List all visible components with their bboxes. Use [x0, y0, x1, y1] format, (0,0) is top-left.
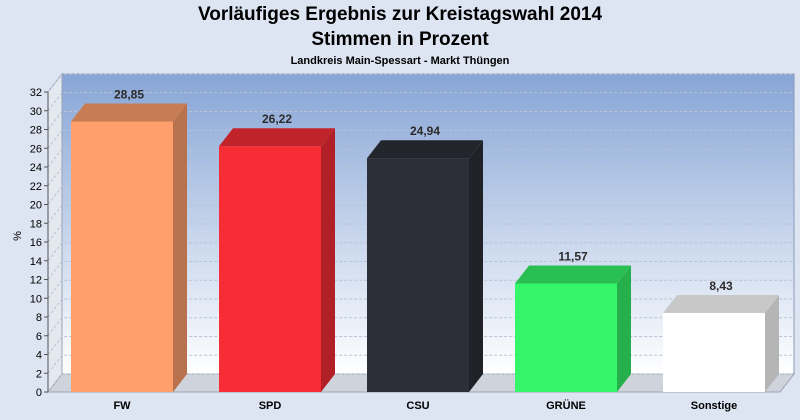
chart-caption: Landkreis Main-Spessart - Markt Thüngen [290, 55, 510, 67]
gridline [47, 111, 794, 130]
x-tick-label-4: Sonstige [691, 400, 737, 412]
bar-top-4 [663, 294, 779, 313]
bar-2 [367, 158, 469, 392]
x-tick-label-0: FW [113, 400, 131, 412]
value-label-2: 24,94 [410, 124, 440, 138]
value-label-4: 8,43 [709, 279, 733, 293]
value-label-1: 26,22 [262, 112, 292, 126]
bar-side-3 [617, 265, 631, 392]
y-tick-label: 14 [30, 256, 42, 268]
y-tick-label: 22 [30, 181, 42, 193]
y-tick-label: 18 [30, 218, 42, 230]
gridline [47, 204, 794, 224]
bar-1 [219, 146, 321, 392]
x-tick-label-2: CSU [406, 400, 429, 412]
bar-side-1 [321, 128, 335, 392]
chart-title: Vorläufiges Ergebnis zur Kreistagswahl 2… [197, 4, 603, 25]
y-tick-label: 4 [36, 350, 42, 362]
bar-side-2 [469, 140, 483, 392]
gridline [47, 129, 794, 149]
bar-3 [515, 283, 617, 392]
bar-top-3 [515, 265, 631, 284]
gridline [47, 261, 794, 280]
gridline [47, 73, 794, 93]
bar-top-0 [71, 103, 187, 122]
y-tick-label: 0 [36, 387, 42, 399]
y-tick-label: 20 [30, 200, 42, 212]
x-tick-label-1: SPD [259, 400, 282, 412]
bar-side-0 [173, 103, 187, 392]
bar-side-4 [765, 294, 779, 392]
y-axis-label: % [12, 231, 24, 241]
chart-subtitle: Stimmen in Prozent [311, 29, 489, 50]
y-tick-label: 28 [30, 125, 42, 137]
y-tick-label: 6 [36, 331, 42, 343]
value-label-3: 11,57 [558, 250, 588, 264]
gridline [47, 223, 794, 243]
gridline [47, 242, 794, 262]
bar-0 [71, 121, 173, 392]
gridline [47, 148, 794, 168]
y-tick-label: 10 [30, 293, 42, 305]
y-tick-label: 8 [36, 312, 42, 324]
y-tick-label: 2 [36, 368, 42, 380]
bar-4 [663, 312, 765, 392]
y-tick-label: 12 [30, 275, 42, 287]
y-tick-label: 16 [30, 237, 42, 249]
y-tick-label: 32 [30, 87, 42, 99]
bar-top-2 [367, 140, 483, 159]
x-tick-label-3: GRÜNE [546, 399, 586, 412]
y-tick-label: 30 [30, 106, 42, 118]
y-tick-label: 24 [30, 162, 42, 174]
gridline [47, 92, 794, 112]
gridline [47, 167, 794, 187]
value-label-0: 28,85 [114, 88, 144, 102]
bar-top-1 [219, 128, 335, 147]
gridline [47, 186, 794, 205]
y-tick-label: 26 [30, 143, 42, 155]
